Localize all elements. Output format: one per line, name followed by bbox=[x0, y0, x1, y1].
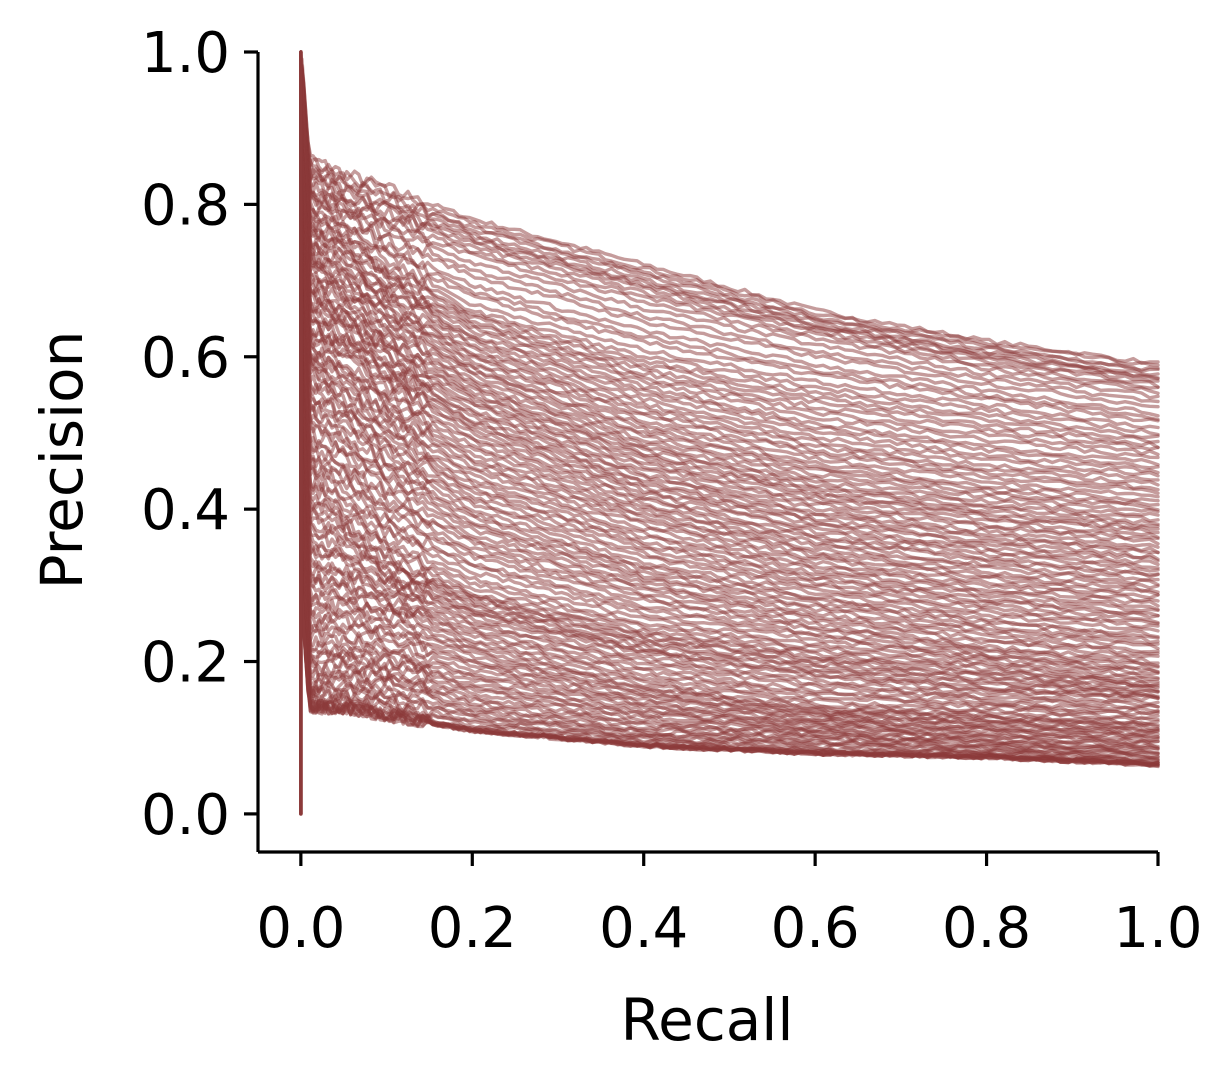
axes: 0.0 0.2 0.4 0.6 0.8 1.0 0.0 0.2 0.4 0.6 0.8 1.0 bbox=[141, 21, 1203, 961]
pr-curve-12 bbox=[299, 63, 1160, 583]
pr-curve-34 bbox=[299, 132, 1160, 503]
pr-curve-0 bbox=[299, 67, 1160, 433]
pr-curve-102 bbox=[299, 99, 1160, 710]
y-tick-label: 1.0 bbox=[141, 21, 230, 86]
pr-curve-30 bbox=[299, 102, 1160, 487]
pr-curve-44 bbox=[299, 151, 1160, 540]
pr-curve-58 bbox=[299, 220, 1160, 587]
pr-curve-86 bbox=[299, 345, 1160, 676]
pr-curve-19 bbox=[299, 71, 1160, 440]
pr-curve-57 bbox=[299, 226, 1160, 582]
x-axis-label: Recall bbox=[620, 986, 793, 1054]
pr-curve-13 bbox=[299, 65, 1160, 409]
pr-curve-61 bbox=[299, 213, 1160, 597]
pr-curve-37 bbox=[299, 141, 1160, 514]
pr-curve-2 bbox=[299, 68, 1160, 477]
pr-curve-77 bbox=[299, 302, 1160, 651]
x-tick-label: 0.0 bbox=[256, 896, 345, 961]
pr-curve-53 bbox=[299, 62, 1160, 570]
pr-curve-6 bbox=[299, 65, 1160, 489]
pr-curve-72 bbox=[299, 169, 1160, 633]
pr-curve-54 bbox=[299, 88, 1160, 573]
pr-curve-32 bbox=[299, 118, 1160, 495]
pr-curve-11 bbox=[299, 64, 1160, 400]
pr-curve-18 bbox=[299, 67, 1160, 437]
pr-curve-14 bbox=[299, 75, 1160, 418]
pr-curve-38 bbox=[299, 57, 1160, 517]
y-tick-label: 0.2 bbox=[141, 631, 230, 696]
pr-curves bbox=[299, 50, 1160, 816]
pr-curve-107 bbox=[299, 443, 1160, 722]
pr-curve-85 bbox=[299, 211, 1160, 675]
x-tick-label: 0.8 bbox=[942, 896, 1031, 961]
x-tick-label: 0.2 bbox=[428, 896, 517, 961]
y-axis-label: Precision bbox=[28, 331, 96, 590]
pr-curve-25 bbox=[299, 68, 1160, 467]
pr-curve-89 bbox=[299, 360, 1160, 684]
pr-curve-3 bbox=[299, 66, 1160, 418]
pr-curve-4 bbox=[299, 69, 1160, 377]
pr-curve-8 bbox=[299, 68, 1160, 521]
pr-curve-74 bbox=[299, 275, 1160, 640]
pr-curve-69 bbox=[299, 268, 1160, 625]
pr-curve-125 bbox=[299, 261, 1160, 755]
x-tick-label: 1.0 bbox=[1113, 896, 1202, 961]
pr-curve-33 bbox=[299, 128, 1160, 499]
y-tick-label: 0.0 bbox=[141, 783, 230, 848]
y-tick-label: 0.8 bbox=[141, 173, 230, 238]
pr-curve-143 bbox=[299, 437, 1160, 768]
y-tick-label: 0.6 bbox=[141, 326, 230, 391]
pr-curve-105 bbox=[299, 426, 1160, 717]
x-tick-label: 0.4 bbox=[599, 896, 688, 961]
pr-curve-17 bbox=[299, 73, 1160, 430]
pr-curve-26 bbox=[299, 76, 1160, 470]
pr-curve-100 bbox=[299, 392, 1160, 706]
x-tick-label: 0.6 bbox=[771, 896, 860, 961]
pr-curve-114 bbox=[299, 171, 1160, 736]
pr-curve-22 bbox=[299, 73, 1160, 451]
pr-curve-51 bbox=[299, 78, 1160, 563]
pr-curve-29 bbox=[299, 96, 1160, 482]
pr-curve-65 bbox=[299, 242, 1160, 612]
pr-curve-46 bbox=[299, 157, 1160, 546]
pr-curve-76 bbox=[299, 299, 1160, 647]
pr-curve-99 bbox=[299, 382, 1160, 702]
y-tick-label: 0.4 bbox=[141, 478, 230, 543]
pr-curve-70 bbox=[299, 277, 1160, 626]
pr-curve-24 bbox=[299, 69, 1160, 460]
pr-curve-78 bbox=[299, 303, 1160, 654]
